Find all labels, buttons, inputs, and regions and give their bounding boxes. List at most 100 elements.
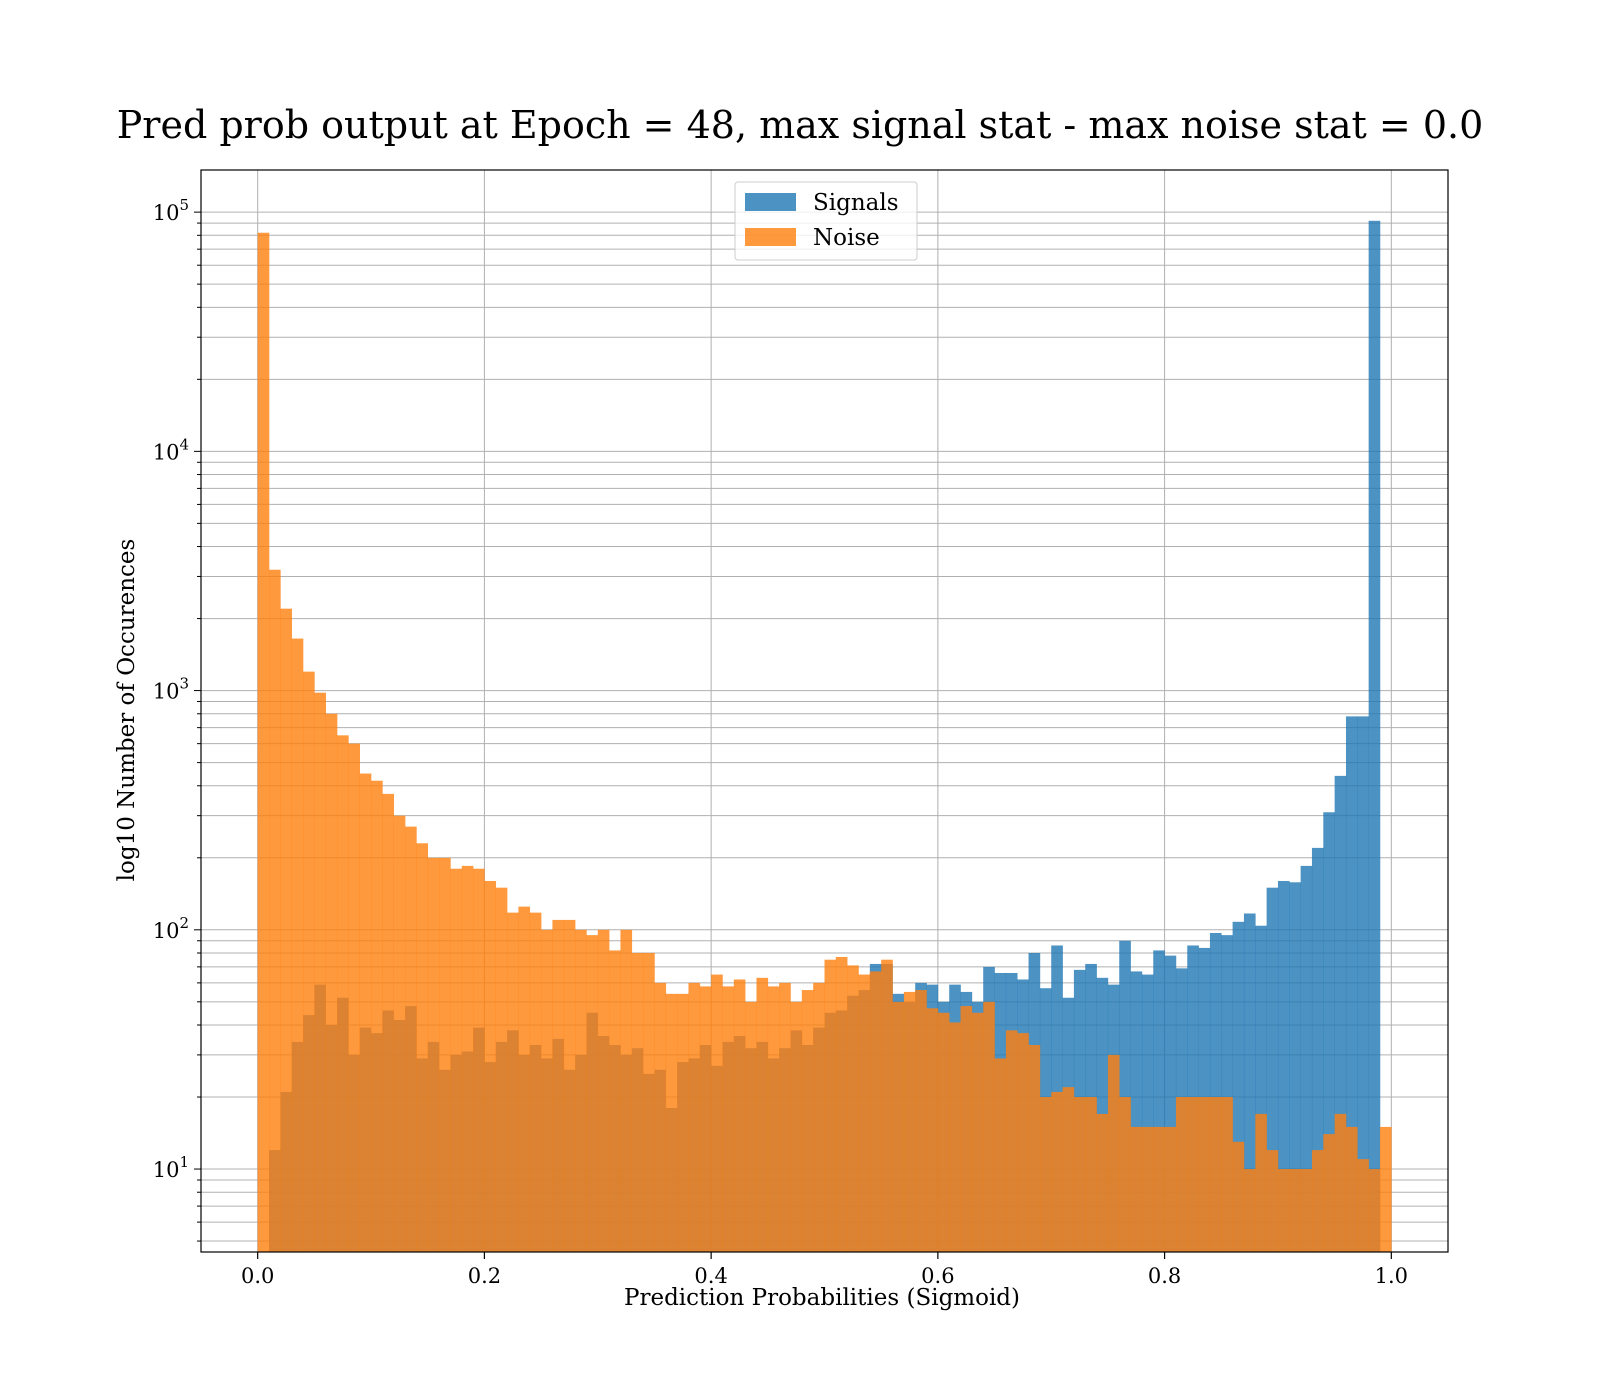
noise-bar bbox=[620, 929, 633, 1252]
noise-bar bbox=[881, 959, 893, 1252]
noise-bar bbox=[575, 929, 587, 1252]
noise-bar bbox=[439, 857, 451, 1252]
x-tick-label: 0.8 bbox=[1148, 1264, 1181, 1288]
y-tick-label: 101 bbox=[153, 1153, 189, 1182]
noise-bar bbox=[915, 990, 927, 1252]
noise-bar bbox=[1017, 1033, 1029, 1252]
noise-bar bbox=[1175, 1097, 1188, 1252]
legend-label-signals: Signals bbox=[813, 190, 899, 216]
noise-bar bbox=[484, 880, 497, 1252]
noise-bar bbox=[291, 638, 304, 1252]
noise-bar bbox=[597, 929, 610, 1252]
signals-bar bbox=[1334, 775, 1347, 1252]
noise-bar bbox=[699, 986, 712, 1252]
noise-bar bbox=[609, 950, 621, 1252]
x-axis: 0.0 0.2 0.4 0.6 0.8 1.0 bbox=[241, 1252, 1408, 1288]
chart-title: Pred prob output at Epoch = 48, max sign… bbox=[117, 103, 1484, 147]
noise-bar bbox=[382, 793, 395, 1252]
y-axis-label: log10 Number of Occurences bbox=[114, 539, 140, 882]
noise-bar bbox=[745, 1001, 757, 1252]
signals-bar bbox=[1300, 865, 1313, 1252]
noise-bar bbox=[461, 865, 474, 1252]
x-axis-label: Prediction Probabilities (Sigmoid) bbox=[624, 1285, 1020, 1311]
noise-bar bbox=[1085, 1097, 1097, 1252]
signals-bar bbox=[1164, 955, 1177, 1252]
legend-swatch-noise bbox=[745, 228, 796, 246]
legend: Signals Noise bbox=[734, 181, 918, 261]
noise-bar bbox=[1107, 1054, 1120, 1252]
noise-bar bbox=[1096, 1113, 1109, 1252]
signals-bar bbox=[1323, 812, 1335, 1252]
noise-bar bbox=[960, 1006, 973, 1252]
noise-bar bbox=[688, 982, 701, 1252]
noise-bar bbox=[405, 826, 417, 1252]
noise-bar bbox=[767, 986, 780, 1252]
noise-bar bbox=[314, 692, 326, 1252]
noise-bar bbox=[1005, 1030, 1018, 1252]
noise-bar bbox=[371, 780, 383, 1252]
signals-bar bbox=[1209, 932, 1222, 1252]
legend-label-noise: Noise bbox=[813, 225, 880, 251]
signals-bar bbox=[1119, 940, 1131, 1252]
signals-bar bbox=[1277, 880, 1290, 1252]
noise-bar bbox=[1379, 1126, 1392, 1252]
noise-bar bbox=[541, 929, 553, 1252]
noise-bar bbox=[1028, 1044, 1041, 1252]
noise-bar bbox=[473, 868, 485, 1252]
noise-bar bbox=[903, 991, 916, 1252]
noise-bar bbox=[1311, 1150, 1324, 1252]
noise-bar bbox=[303, 671, 315, 1252]
noise-bar bbox=[813, 982, 825, 1252]
noise-bar bbox=[280, 608, 292, 1252]
signals-bar bbox=[1243, 913, 1256, 1252]
noise-bar bbox=[631, 952, 644, 1252]
noise-bar bbox=[926, 1008, 939, 1252]
noise-bar bbox=[677, 993, 689, 1252]
noise-bar bbox=[1051, 1091, 1063, 1252]
signals-bar bbox=[1311, 847, 1324, 1252]
noise-bar bbox=[1130, 1126, 1143, 1252]
signals-bar bbox=[1232, 921, 1245, 1252]
noise-bar bbox=[1073, 1097, 1086, 1252]
noise-bar bbox=[1243, 1169, 1256, 1252]
noise-bar bbox=[847, 965, 859, 1252]
noise-bar bbox=[1368, 1169, 1381, 1252]
y-tick-label: 105 bbox=[153, 196, 189, 225]
noise-bar bbox=[1119, 1097, 1131, 1252]
noise-bar bbox=[427, 857, 440, 1252]
noise-bar bbox=[756, 977, 769, 1252]
noise-bar bbox=[824, 959, 837, 1252]
noise-bar bbox=[949, 1022, 961, 1252]
noise-bar bbox=[1255, 1113, 1267, 1252]
signals-bar bbox=[1266, 887, 1279, 1252]
noise-bar bbox=[257, 232, 270, 1252]
noise-bar bbox=[1164, 1126, 1177, 1252]
noise-bar bbox=[416, 843, 429, 1252]
noise-bar bbox=[858, 974, 871, 1252]
noise-bar bbox=[790, 1001, 803, 1252]
noise-bar bbox=[1300, 1169, 1313, 1252]
signals-bar bbox=[1130, 971, 1143, 1252]
noise-bar bbox=[1323, 1134, 1335, 1252]
noise-bar bbox=[1039, 1097, 1052, 1252]
noise-bar bbox=[892, 1001, 905, 1252]
signals-bar bbox=[1289, 882, 1301, 1252]
noise-bar bbox=[1187, 1097, 1199, 1252]
noise-bar bbox=[529, 912, 542, 1252]
noise-bar bbox=[643, 952, 655, 1252]
noise-bar bbox=[269, 569, 281, 1252]
noise-bar bbox=[1357, 1159, 1369, 1252]
noise-bar bbox=[325, 713, 338, 1252]
noise-bar bbox=[563, 919, 576, 1252]
signals-bar bbox=[1153, 950, 1165, 1252]
noise-bar bbox=[1153, 1126, 1165, 1252]
noise-bar bbox=[733, 979, 746, 1252]
noise-bar bbox=[1277, 1169, 1290, 1252]
noise-bar bbox=[495, 887, 508, 1252]
x-tick-label: 0.2 bbox=[468, 1264, 501, 1288]
noise-bar bbox=[801, 990, 814, 1252]
signals-bar bbox=[1221, 935, 1233, 1252]
noise-bar bbox=[586, 935, 599, 1252]
noise-bar bbox=[450, 868, 463, 1252]
